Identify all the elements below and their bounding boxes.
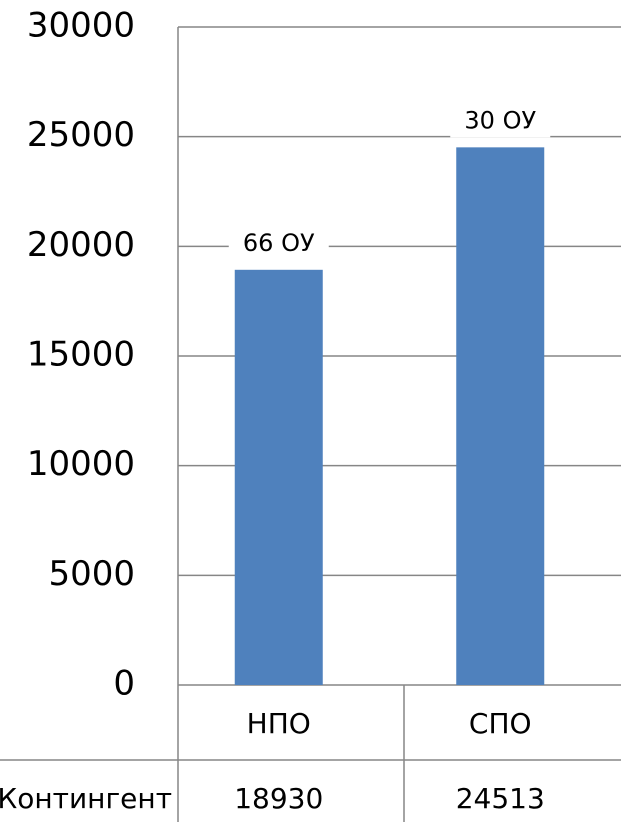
y-tick-label: 25000 <box>27 115 135 155</box>
x-tick-label: СПО <box>469 707 532 740</box>
bar <box>234 269 323 685</box>
annotation-bg <box>450 105 551 138</box>
annotation-bg <box>228 227 329 260</box>
annotation: 30 ОУ <box>464 106 536 134</box>
table-value: 18930 <box>234 782 323 815</box>
y-tick-label: 20000 <box>27 225 135 265</box>
table-value: 24513 <box>456 782 545 815</box>
y-tick-label: 15000 <box>27 335 135 375</box>
annotation: 66 ОУ <box>243 229 315 257</box>
y-tick-label: 0 <box>113 664 135 704</box>
bar <box>456 147 545 685</box>
table-row-label: Контингент <box>0 782 172 815</box>
y-tick-label: 30000 <box>27 6 135 46</box>
y-tick-label: 5000 <box>48 554 135 594</box>
y-tick-label: 10000 <box>27 444 135 484</box>
x-tick-label: НПО <box>247 707 311 740</box>
